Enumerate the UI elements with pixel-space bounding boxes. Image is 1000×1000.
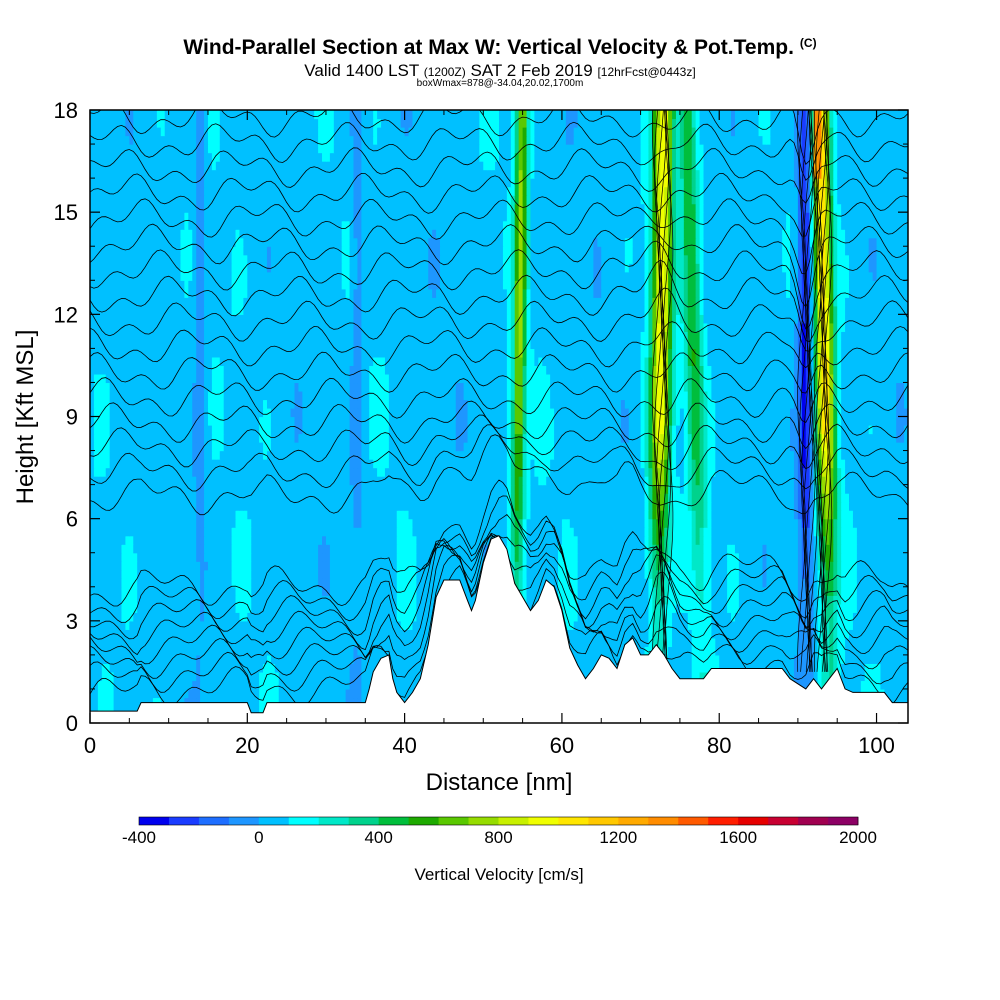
- y-axis-label: Height [Kft MSL]: [12, 330, 39, 505]
- colorbar-title: Vertical Velocity [cm/s]: [414, 865, 583, 884]
- colorbar: -400 0 400 800 1200 1600 2000: [122, 816, 877, 847]
- copyright-mark: (C): [799, 36, 817, 50]
- colorbar-swatch: [258, 817, 290, 825]
- x-tick-label: 0: [84, 733, 96, 758]
- chart-subtitle: Valid 1400 LST (1200Z) SAT 2 Feb 2019 [1…: [0, 61, 1000, 81]
- box-info: boxWmax=878@-34.04,20.02,1700m: [416, 78, 584, 89]
- x-tick-label: 20: [235, 733, 259, 758]
- colorbar-swatch: [348, 817, 380, 825]
- y-tick-label: 9: [66, 405, 78, 430]
- colorbar-swatch: [618, 817, 649, 825]
- colorbar-swatch: [168, 817, 200, 825]
- chart-title: Wind-Parallel Section at Max W: Vertical…: [183, 36, 817, 59]
- colorbar-swatch: [738, 817, 769, 825]
- colorbar-label: 2000: [839, 828, 877, 847]
- y-tick-label: 0: [66, 711, 78, 736]
- colorbar-swatch: [438, 817, 469, 825]
- colorbar-label: 1200: [599, 828, 637, 847]
- colorbar-label: 800: [484, 828, 512, 847]
- colorbar-swatch: [648, 817, 679, 825]
- forecast-info: [12hrFcst@0443z]: [597, 65, 696, 79]
- colorbar-label: 400: [364, 828, 392, 847]
- colorbar-swatch: [378, 817, 410, 825]
- y-tick-label: 12: [54, 302, 78, 327]
- y-tick-label: 3: [66, 609, 78, 634]
- x-tick-label: 100: [858, 733, 895, 758]
- colorbar-swatch: [468, 817, 499, 825]
- x-tick-label: 40: [392, 733, 416, 758]
- colorbar-label: 0: [254, 828, 263, 847]
- colorbar-swatch: [228, 817, 260, 825]
- colorbar-swatch: [558, 817, 589, 825]
- colorbar-label: -400: [122, 828, 156, 847]
- colorbar-swatch: [198, 817, 230, 825]
- valid-date: SAT 2 Feb 2019: [470, 61, 593, 80]
- x-tick-label: 80: [707, 733, 731, 758]
- colorbar-swatch: [798, 817, 829, 825]
- y-axis: 0 3 6 9 12 15 18: [54, 98, 908, 736]
- colorbar-swatch: [408, 817, 439, 825]
- colorbar-swatch: [708, 817, 739, 825]
- y-tick-label: 15: [54, 200, 78, 225]
- colorbar-label: 1600: [719, 828, 757, 847]
- y-tick-label: 18: [54, 98, 78, 123]
- valid-zulu: (1200Z): [423, 65, 466, 79]
- colorbar-swatch: [828, 817, 859, 825]
- terrain: [89, 535, 909, 724]
- colorbar-swatch: [678, 817, 709, 825]
- colorbar-swatch: [139, 817, 170, 825]
- valid-time: Valid 1400 LST: [304, 61, 419, 80]
- x-axis: 0 20 40 60 80 100: [84, 110, 895, 758]
- colorbar-swatch: [288, 817, 320, 825]
- colorbar-swatch: [498, 817, 529, 825]
- colorbar-swatch: [318, 817, 350, 825]
- y-tick-label: 6: [66, 507, 78, 532]
- colorbar-swatch: [588, 817, 619, 825]
- colorbar-swatch: [768, 817, 799, 825]
- x-tick-label: 60: [550, 733, 574, 758]
- x-axis-label: Distance [nm]: [426, 769, 573, 796]
- colorbar-swatch: [528, 817, 559, 825]
